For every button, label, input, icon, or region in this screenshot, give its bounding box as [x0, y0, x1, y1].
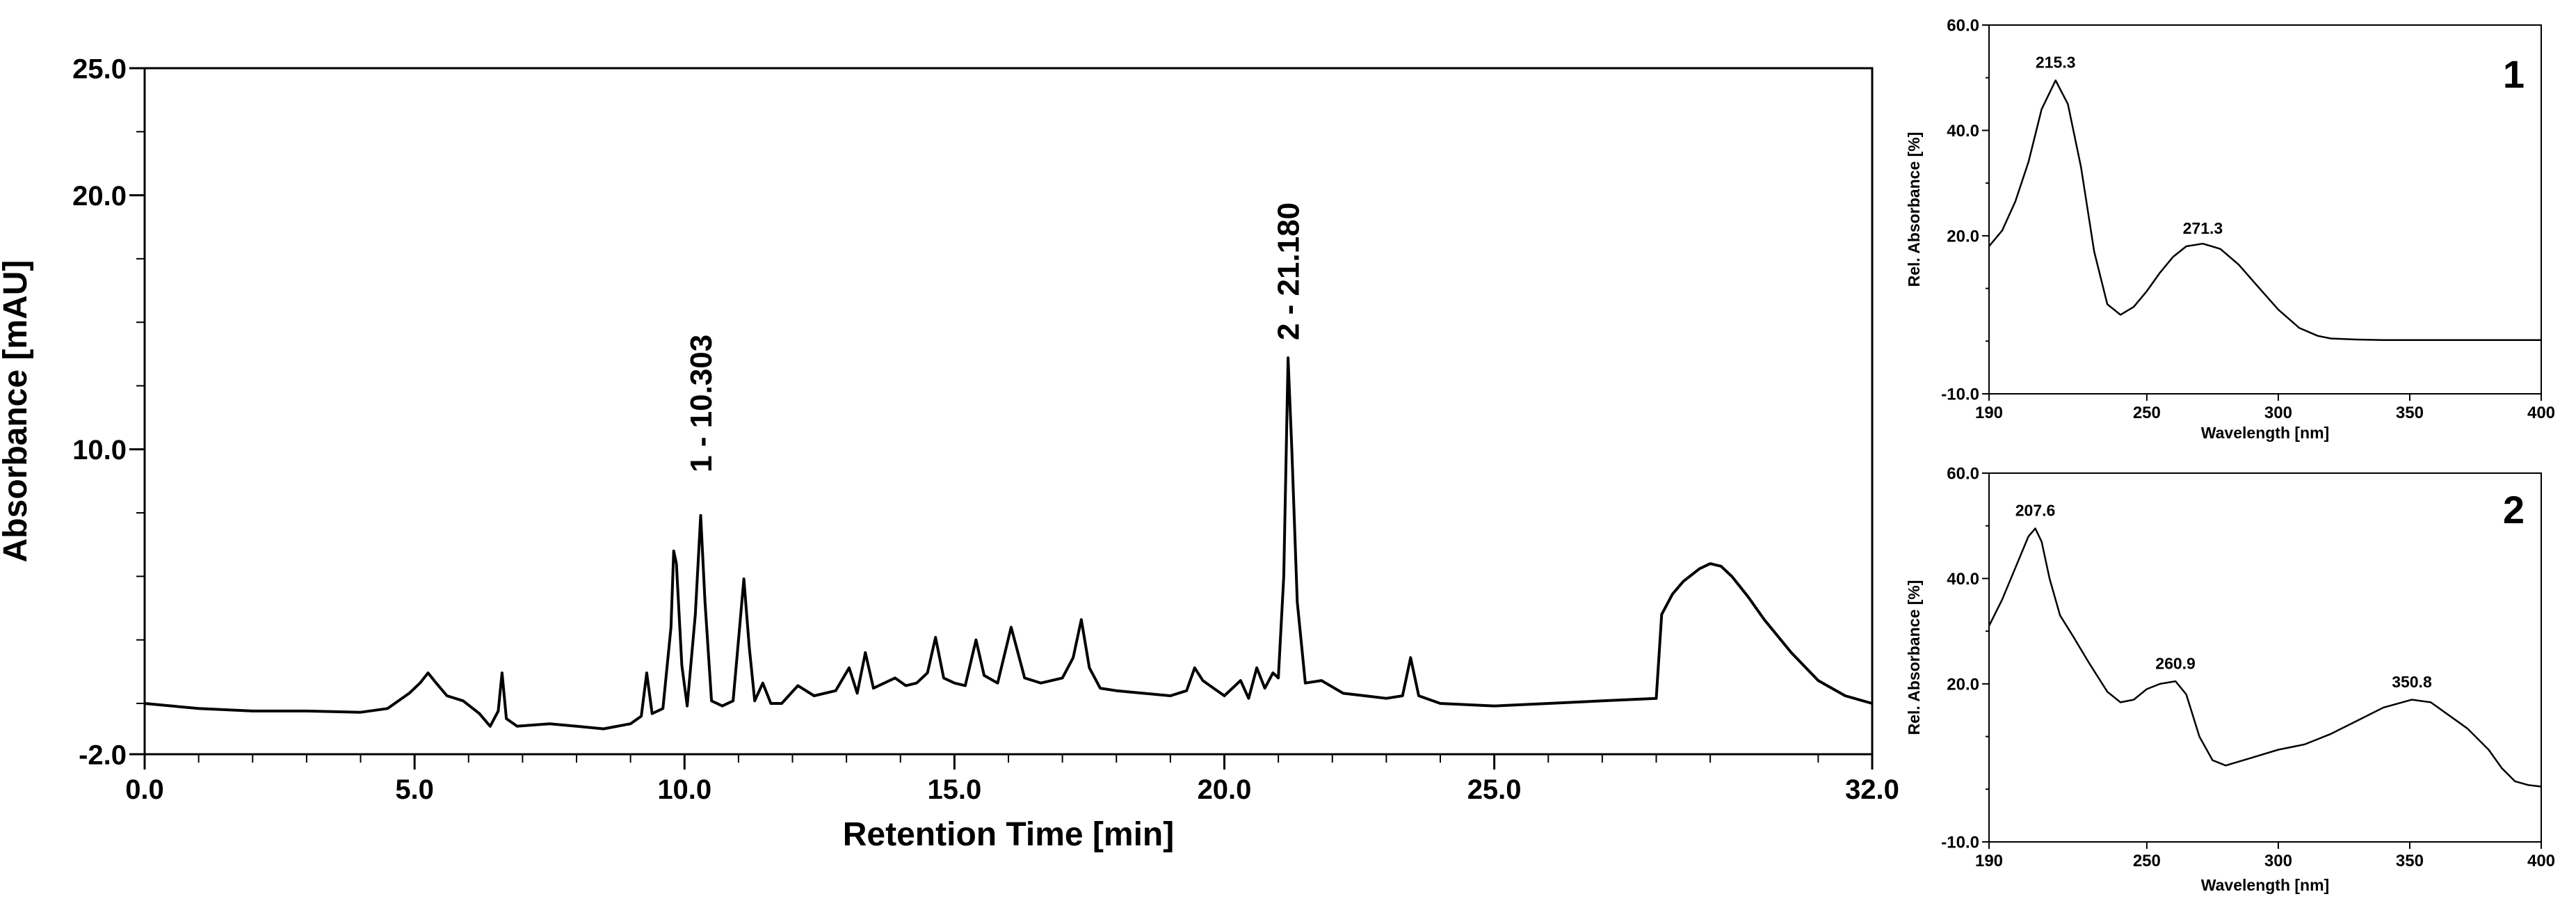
y-tick-label: 20.0: [72, 181, 127, 212]
peak-annotation: 2 - 21.180: [1271, 202, 1305, 340]
x-tick-label: 400: [2527, 852, 2555, 870]
y-tick-label: 25.0: [72, 54, 127, 84]
x-tick-label: 250: [2133, 852, 2161, 870]
peak-annotation: 215.3: [2036, 54, 2076, 72]
x-tick-label: 5.0: [395, 774, 434, 805]
chart-1: 0.0 5.0 10.0 15.0 20.0 25.0 32.0 -2.0 10.0 20.0 25…: [0, 54, 1899, 853]
y-tick-label: 40.0: [1947, 122, 1979, 141]
x-tick-label: 0.0: [125, 774, 164, 805]
plot-frame: [1988, 24, 2542, 395]
x-axis-title: Wavelength [nm]: [2201, 876, 2329, 894]
panel-label: 1: [2503, 52, 2525, 96]
peak-annotation: 350.8: [2392, 673, 2432, 691]
x-tick-label: 400: [2527, 404, 2555, 422]
y-tick-label: 40.0: [1947, 570, 1979, 589]
y-tick-label: 60.0: [1947, 465, 1979, 484]
y-tick-label: -10.0: [1941, 385, 1979, 404]
y-axis-title: Rel. Absorbance [%]: [1905, 580, 1923, 735]
x-tick-label: 350: [2396, 852, 2424, 870]
y-tick-label: 20.0: [1947, 227, 1979, 246]
peak-annotation: 1 - 10.303: [684, 335, 718, 472]
series-line-1: [1988, 527, 2542, 788]
panel-label: 2: [2503, 488, 2525, 532]
x-tick-label: 300: [2264, 852, 2292, 870]
x-tick-label: 25.0: [1467, 774, 1522, 805]
x-axis-title: Wavelength [nm]: [2201, 424, 2329, 442]
x-tick-label: 350: [2396, 404, 2424, 422]
x-tick-label: 32.0: [1845, 774, 1899, 805]
x-tick-label: 190: [1975, 404, 2003, 422]
y-axis-title: Rel. Absorbance [%]: [1905, 132, 1923, 287]
x-tick-label: 10.0: [657, 774, 711, 805]
chart-3: 190 250 300 350 400 -10.0 20.0 40.0 60.0 Waveleng…: [1905, 465, 2555, 894]
chart-2: 190 250 300 350 400 -10.0 20.0 40.0 60.0 Waveleng…: [1905, 17, 2555, 442]
y-tick-label: -10.0: [1941, 834, 1979, 852]
peak-annotation: 271.3: [2183, 219, 2223, 237]
y-tick-label: -2.0: [79, 740, 127, 770]
series-line-1: [144, 356, 1873, 731]
plot-frame: [1988, 472, 2542, 843]
x-tick-label: 250: [2133, 404, 2161, 422]
peak-annotation: 260.9: [2155, 654, 2196, 672]
x-axis-title: Retention Time [min]: [843, 816, 1174, 853]
series-line-1: [1988, 79, 2541, 342]
x-tick-label: 190: [1975, 852, 2003, 870]
y-tick-label: 20.0: [1947, 675, 1979, 694]
x-tick-label: 20.0: [1198, 774, 1252, 805]
x-tick-label: 300: [2264, 404, 2292, 422]
x-tick-label: 15.0: [927, 774, 981, 805]
y-tick-label: 60.0: [1947, 17, 1979, 35]
y-axis-title: Absorbance [mAU]: [0, 260, 34, 563]
peak-annotation: 207.6: [2015, 502, 2056, 520]
y-tick-label: 10.0: [72, 435, 127, 465]
